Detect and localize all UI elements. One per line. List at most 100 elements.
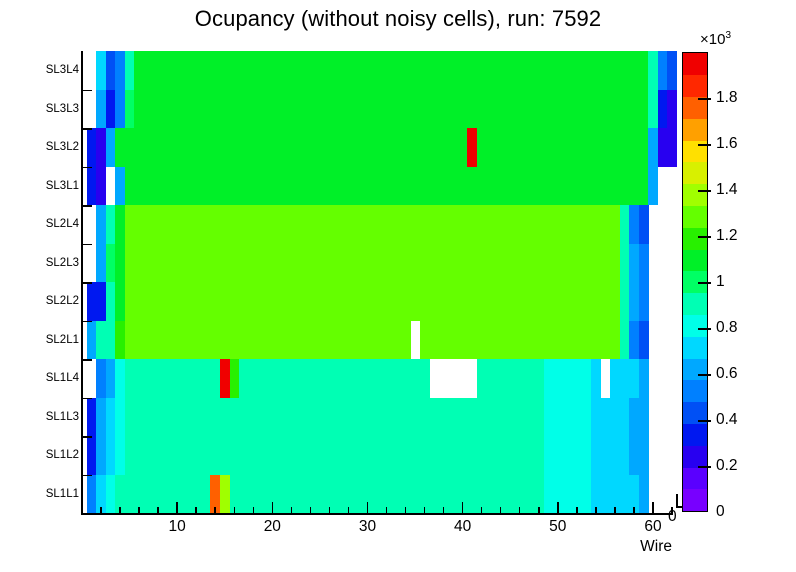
heatmap-cell: [248, 436, 259, 475]
heatmap-cell: [600, 436, 611, 475]
heatmap-cell: [324, 436, 335, 475]
heatmap-cell: [324, 205, 335, 244]
x-axis-tick-label: 50: [549, 518, 567, 535]
heatmap-cell: [629, 205, 640, 244]
heatmap-cell: [267, 359, 278, 398]
y-axis-tick-label: SL1L4: [45, 372, 79, 385]
heatmap-cell: [534, 397, 544, 437]
heatmap-cell: [372, 51, 383, 90]
heatmap-cell: [134, 282, 145, 321]
heatmap-cell: [448, 397, 459, 437]
heatmap-cell: [248, 51, 259, 90]
heatmap-cell: [638, 205, 649, 244]
heatmap-cell: [353, 282, 364, 321]
heatmap-cell: [162, 282, 173, 321]
heatmap-cell: [572, 89, 583, 129]
heatmap-cell: [562, 320, 573, 360]
heatmap-cell: [305, 205, 316, 244]
heatmap-plot-area[interactable]: [82, 51, 678, 514]
heatmap-cell: [286, 320, 297, 360]
heatmap-cell: [467, 128, 478, 167]
heatmap-cell: [562, 359, 573, 398]
heatmap-cell: [162, 205, 173, 244]
heatmap-cell: [391, 128, 402, 167]
heatmap-cell: [210, 436, 221, 475]
heatmap-cell: [248, 320, 259, 360]
color-scale-tick: [698, 466, 711, 468]
heatmap-cell: [96, 474, 107, 514]
heatmap-cell: [619, 320, 630, 360]
heatmap-cell: [248, 128, 259, 167]
heatmap-cell: [143, 397, 154, 437]
heatmap-cell: [438, 89, 449, 129]
heatmap-cell: [581, 243, 592, 283]
heatmap-cell: [400, 128, 411, 167]
color-scale-tick-label: 1.6: [716, 135, 738, 152]
heatmap-cell: [391, 166, 402, 206]
heatmap-cell: [562, 205, 573, 244]
heatmap-cell: [258, 89, 268, 129]
heatmap-cell: [267, 243, 278, 283]
heatmap-cell: [296, 128, 307, 167]
heatmap-cell: [410, 243, 421, 283]
heatmap-cell: [476, 359, 487, 398]
color-scale-tick: [698, 98, 711, 100]
heatmap-cell: [372, 128, 383, 167]
heatmap-cell: [162, 397, 173, 437]
heatmap-cell: [296, 436, 307, 475]
heatmap-cell: [495, 128, 506, 167]
heatmap-cell: [353, 320, 364, 360]
heatmap-cell: [143, 243, 154, 283]
x-axis-minor-tick: [290, 507, 293, 513]
heatmap-cell: [514, 436, 525, 475]
heatmap-cell: [153, 397, 164, 437]
heatmap-cell: [467, 89, 478, 129]
heatmap-cell: [153, 243, 164, 283]
heatmap-cell: [543, 51, 554, 90]
heatmap-cell: [572, 320, 583, 360]
heatmap-cell: [400, 166, 411, 206]
heatmap-cell: [124, 436, 135, 475]
heatmap-cell: [239, 51, 249, 90]
heatmap-cell: [372, 397, 383, 437]
heatmap-cell: [448, 51, 459, 90]
heatmap-cell: [429, 243, 440, 283]
heatmap-cell: [305, 359, 316, 398]
heatmap-cell: [219, 397, 230, 437]
heatmap-cell: [572, 205, 583, 244]
heatmap-cell: [534, 89, 544, 129]
heatmap-cell: [534, 359, 544, 398]
heatmap-cell: [248, 205, 259, 244]
heatmap-cell: [419, 474, 430, 514]
heatmap-cell: [419, 320, 430, 360]
heatmap-cell: [534, 282, 544, 321]
heatmap-cell: [353, 436, 364, 475]
heatmap-cell: [105, 243, 116, 283]
heatmap-cell: [334, 205, 345, 244]
heatmap-cell: [124, 282, 135, 321]
heatmap-cell: [600, 89, 611, 129]
heatmap-cell: [353, 89, 364, 129]
heatmap-cell: [343, 51, 354, 90]
heatmap-cell: [457, 243, 468, 283]
heatmap-cell: [305, 282, 316, 321]
heatmap-cell: [324, 51, 335, 90]
heatmap-cell: [200, 397, 211, 437]
heatmap-cell: [553, 320, 563, 360]
heatmap-cell: [362, 89, 373, 129]
heatmap-cell: [124, 320, 135, 360]
heatmap-cell: [391, 436, 402, 475]
heatmap-cell: [181, 166, 192, 206]
heatmap-cell: [438, 474, 449, 514]
heatmap-cell: [172, 474, 183, 514]
heatmap-cell: [305, 474, 316, 514]
color-scale-tick-label: 1.2: [716, 227, 738, 244]
heatmap-cell: [172, 51, 183, 90]
x-axis-minor-tick: [633, 507, 635, 513]
heatmap-cell: [162, 166, 173, 206]
heatmap-cell: [86, 397, 97, 437]
heatmap-cell: [419, 243, 430, 283]
heatmap-cell: [514, 474, 525, 514]
heatmap-cell: [553, 359, 563, 398]
heatmap-cell: [562, 128, 573, 167]
